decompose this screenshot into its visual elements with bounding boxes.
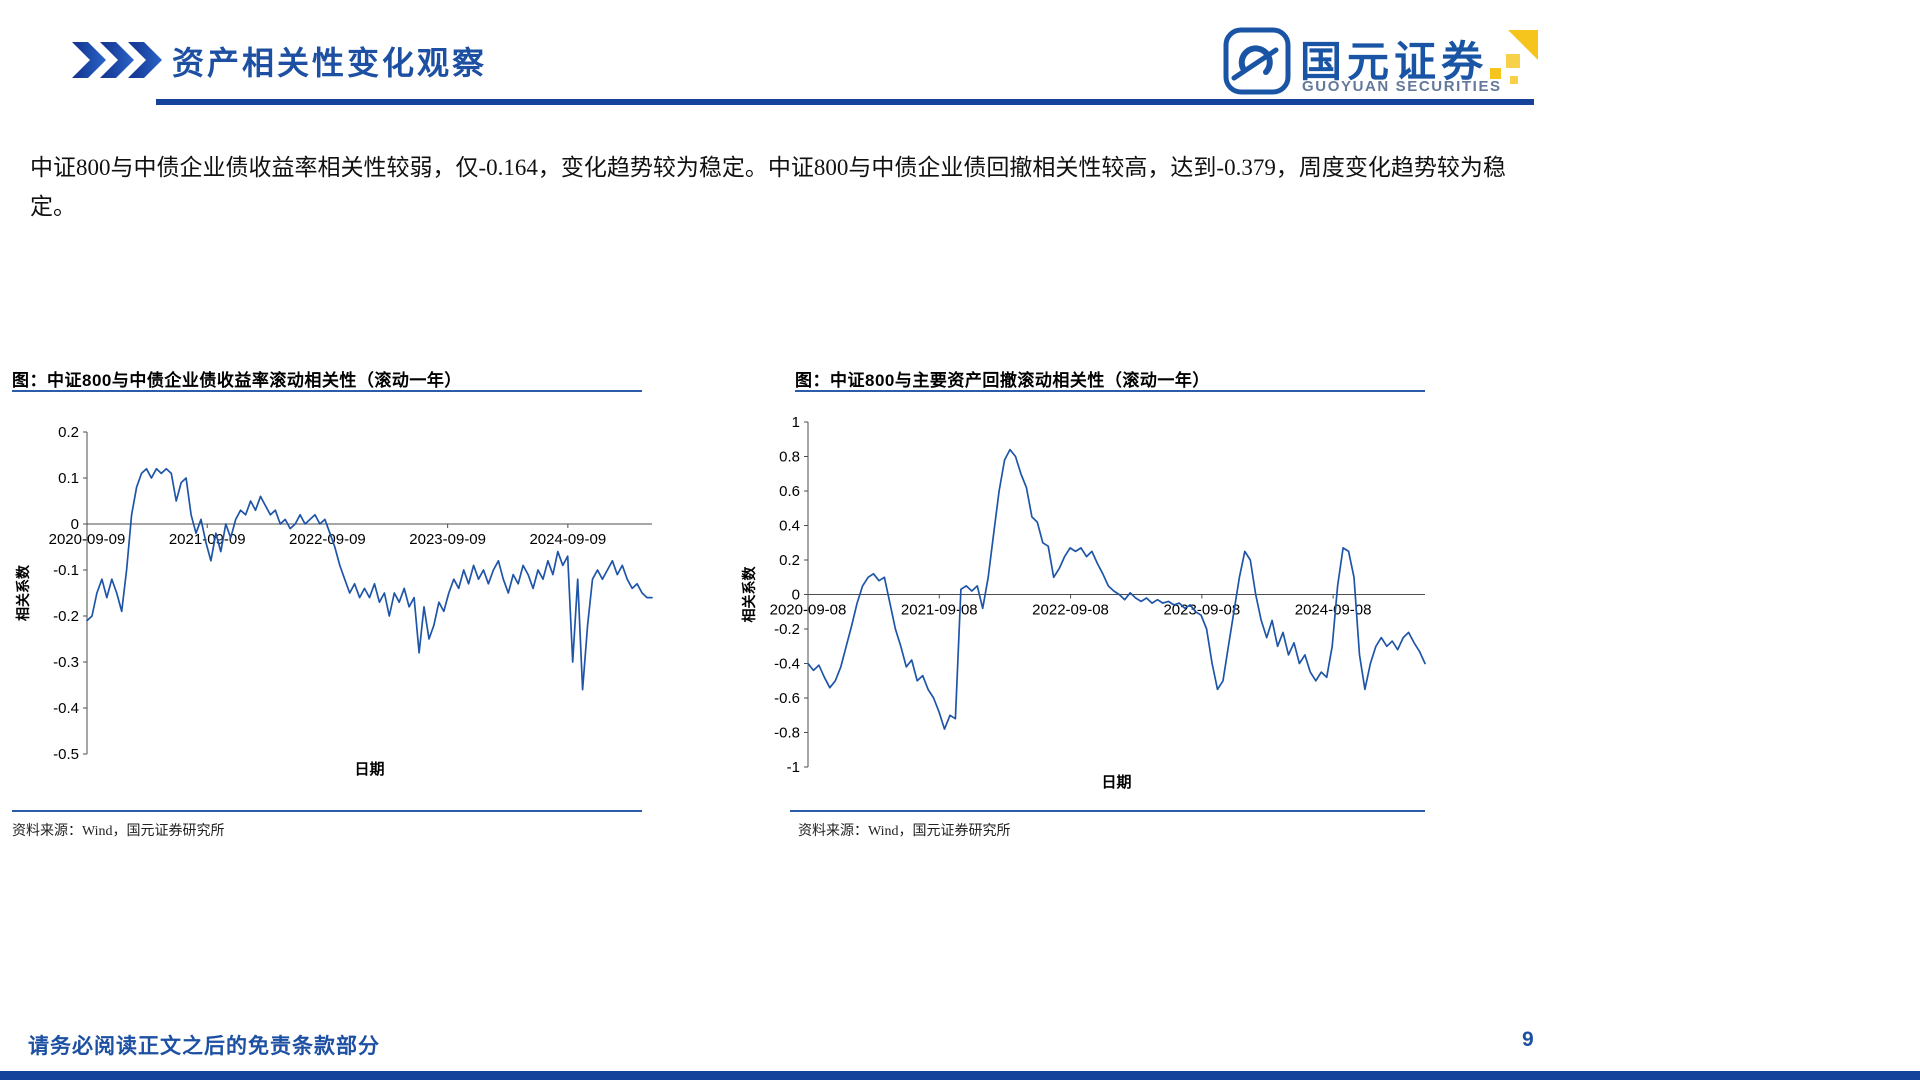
svg-text:0.4: 0.4: [779, 518, 800, 535]
svg-text:0.6: 0.6: [779, 483, 800, 500]
svg-text:2021-09-08: 2021-09-08: [901, 602, 978, 619]
footer-bar: [0, 1071, 1920, 1080]
svg-text:-0.8: -0.8: [774, 725, 800, 742]
svg-text:0.2: 0.2: [58, 424, 79, 441]
svg-text:-0.5: -0.5: [53, 746, 79, 763]
svg-text:-0.1: -0.1: [53, 562, 79, 579]
left-chart-title: 图：中证800与中债企业债收益率滚动相关性（滚动一年）: [12, 371, 462, 390]
svg-text:-0.6: -0.6: [774, 690, 800, 707]
right-chart-source: 资料来源：Wind，国元证券研究所: [798, 824, 1011, 839]
svg-text:2024-09-09: 2024-09-09: [529, 531, 606, 548]
svg-text:2022-09-08: 2022-09-08: [1032, 602, 1109, 619]
header-rule: [156, 99, 1534, 105]
logo-company-name: 国元证券: [1300, 38, 1489, 85]
page-number: 9: [1522, 1028, 1534, 1051]
left-chart-canvas: 0.2 0.1 0 -0.1 -0.2 -0.3 -0.4 -0.5 2020-09-09 202…: [15, 424, 653, 778]
svg-text:相关系数: 相关系数: [741, 566, 757, 623]
svg-text:2021-09-09: 2021-09-09: [169, 531, 246, 548]
svg-text:日期: 日期: [1101, 773, 1131, 791]
svg-text:-1: -1: [787, 759, 800, 776]
body-paragraph: 中证800与中债企业债收益率相关性较弱，仅-0.164，变化趋势较为稳定。中证8…: [30, 155, 1506, 219]
svg-text:1: 1: [792, 414, 800, 431]
svg-text:2020-09-08: 2020-09-08: [770, 602, 847, 619]
svg-text:0.2: 0.2: [779, 552, 800, 569]
right-chart-title: 图：中证800与主要资产回撤滚动相关性（滚动一年）: [795, 371, 1210, 390]
svg-text:-0.2: -0.2: [774, 621, 800, 638]
right-chart-canvas: 1 0.8 0.6 0.4 0.2 0 -0.2 -0.4 -0.6 -0.8 -1 2020-09-…: [741, 414, 1426, 791]
svg-text:相关系数: 相关系数: [15, 564, 31, 621]
svg-text:2023-09-09: 2023-09-09: [409, 531, 486, 548]
page-title: 资产相关性变化观察: [172, 45, 488, 81]
logo-yellow-arrow-icon: [1490, 30, 1538, 84]
svg-text:日期: 日期: [354, 760, 384, 778]
svg-text:2022-09-09: 2022-09-09: [289, 531, 366, 548]
svg-text:2020-09-09: 2020-09-09: [49, 531, 126, 548]
guoyuan-logo-icon: [1223, 27, 1291, 95]
svg-text:-0.2: -0.2: [53, 608, 79, 625]
svg-text:2024-09-08: 2024-09-08: [1295, 602, 1372, 619]
svg-text:-0.3: -0.3: [53, 654, 79, 671]
svg-text:-0.4: -0.4: [53, 700, 79, 717]
right-chart-title-underline: [795, 390, 1425, 392]
svg-text:0.1: 0.1: [58, 470, 79, 487]
footer-disclaimer: 请务必阅读正文之后的免责条款部分: [28, 1034, 380, 1058]
logo-company-name-en: GUOYUAN SECURITIES: [1302, 78, 1502, 95]
left-chart-source-underline: [12, 810, 642, 812]
svg-text:0: 0: [71, 516, 79, 533]
svg-text:-0.4: -0.4: [774, 656, 800, 673]
left-chart-title-underline: [12, 390, 642, 392]
chevrons-icon: [72, 42, 162, 78]
left-chart-source: 资料来源：Wind，国元证券研究所: [12, 824, 225, 839]
svg-text:0: 0: [792, 587, 800, 604]
right-chart-source-underline: [790, 810, 1425, 812]
svg-text:0.8: 0.8: [779, 449, 800, 466]
